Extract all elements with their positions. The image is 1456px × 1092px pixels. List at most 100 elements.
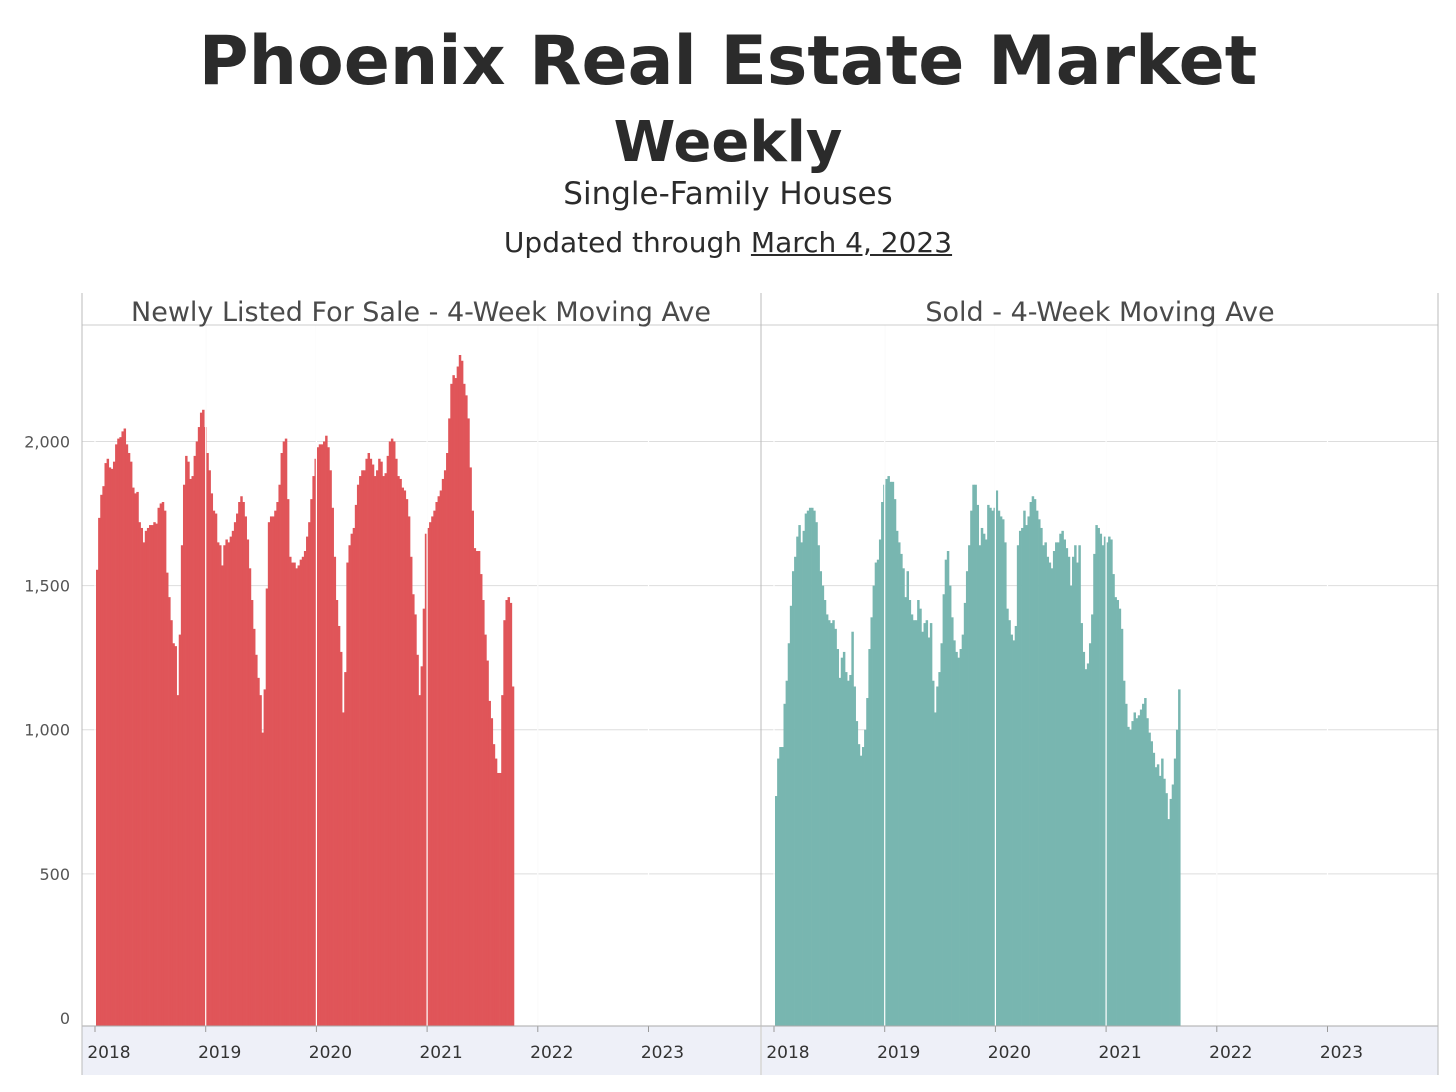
bar-sold	[1139, 709, 1143, 1026]
bar-sold	[1158, 775, 1162, 1026]
y-tick-label: 2,000	[24, 432, 70, 451]
bar-sold	[1120, 628, 1124, 1026]
bar-sold	[963, 602, 967, 1026]
bar-listed	[263, 689, 267, 1026]
bar-sold	[987, 504, 990, 1026]
bar-sold	[785, 680, 789, 1026]
bar-listed	[299, 559, 303, 1026]
x-tick-label: 2019	[877, 1043, 920, 1063]
bar-listed	[129, 461, 133, 1026]
bar-listed	[291, 562, 294, 1026]
bar-sold	[1171, 784, 1175, 1026]
chart-title: Phoenix Real Estate Market	[198, 22, 1258, 101]
bar-listed	[367, 453, 371, 1026]
bar-listed	[265, 588, 269, 1026]
bar-listed	[197, 427, 201, 1026]
bar-listed	[199, 412, 203, 1026]
bar-sold	[1074, 545, 1077, 1026]
bar-sold	[1050, 568, 1054, 1026]
bar-listed	[346, 562, 349, 1026]
bar-listed	[193, 455, 197, 1026]
bar-sold	[808, 507, 812, 1026]
bar-sold	[1025, 525, 1028, 1026]
bar-listed	[153, 522, 156, 1026]
bar-listed	[507, 597, 511, 1026]
bar-sold	[815, 522, 818, 1026]
bar-listed	[333, 556, 337, 1026]
bar-listed	[289, 556, 292, 1026]
bar-listed	[180, 545, 184, 1026]
bar-sold	[1152, 752, 1156, 1026]
bar-listed	[202, 409, 205, 1026]
bar-listed	[337, 625, 341, 1026]
bar-listed	[149, 525, 152, 1026]
bar-listed	[469, 467, 472, 1026]
bar-listed	[261, 732, 264, 1026]
bar-listed	[486, 660, 489, 1026]
bar-sold	[1057, 542, 1060, 1026]
bar-listed	[140, 527, 144, 1026]
bar-sold	[953, 640, 956, 1026]
x-tick-label: 2019	[198, 1043, 241, 1063]
bar-sold	[1133, 712, 1136, 1026]
y-tick-label: 500	[39, 865, 70, 884]
bar-sold	[842, 651, 846, 1026]
bar-sold	[1031, 496, 1035, 1026]
bar-listed	[295, 568, 298, 1026]
bar-listed	[227, 542, 230, 1026]
x-tick-label: 2023	[1320, 1043, 1363, 1063]
bar-listed	[424, 533, 428, 1026]
bar-sold	[1101, 545, 1105, 1026]
bar-listed	[212, 510, 216, 1026]
bar-listed	[174, 646, 177, 1026]
bar-listed	[361, 470, 364, 1026]
bar-listed	[312, 476, 315, 1026]
bar-sold	[1131, 721, 1134, 1026]
bar-listed	[403, 490, 407, 1027]
bar-listed	[382, 476, 385, 1026]
bar-listed	[316, 447, 320, 1026]
bar-sold	[915, 620, 918, 1026]
bar-listed	[297, 565, 301, 1026]
bar-sold	[1038, 519, 1041, 1026]
x-tick-label: 2018	[87, 1043, 130, 1063]
bar-sold	[861, 747, 865, 1026]
bar-sold	[811, 507, 814, 1026]
bar-sold	[1008, 620, 1011, 1026]
bar-listed	[435, 502, 438, 1026]
bar-listed	[110, 468, 114, 1026]
bar-sold	[1061, 530, 1064, 1026]
bar-sold	[775, 796, 778, 1026]
bar-sold	[999, 516, 1003, 1026]
bar-listed	[104, 463, 107, 1027]
bar-sold	[957, 657, 960, 1026]
bar-sold	[1097, 527, 1100, 1026]
bar-listed	[306, 536, 309, 1026]
bar-listed	[365, 458, 368, 1026]
bar-sold	[800, 542, 803, 1026]
bar-sold	[1099, 533, 1103, 1026]
bar-sold	[1103, 536, 1107, 1026]
bar-sold	[779, 747, 782, 1026]
bar-sold	[1167, 819, 1170, 1026]
bar-listed	[123, 428, 127, 1026]
bar-sold	[802, 530, 806, 1026]
bar-sold	[906, 571, 909, 1026]
bar-listed	[225, 539, 228, 1026]
bar-listed	[166, 572, 169, 1026]
bar-sold	[777, 758, 780, 1026]
bar-listed	[490, 718, 494, 1026]
bar-sold	[1063, 539, 1066, 1026]
bar-listed	[473, 548, 477, 1026]
bar-sold	[1148, 732, 1151, 1026]
bar-listed	[178, 634, 182, 1026]
bar-listed	[342, 712, 345, 1026]
bar-listed	[121, 431, 124, 1026]
bar-sold	[1118, 608, 1122, 1026]
bar-listed	[112, 461, 116, 1026]
bar-listed	[463, 383, 466, 1027]
bar-listed	[395, 458, 398, 1026]
bar-sold	[1142, 703, 1145, 1026]
bar-listed	[168, 597, 171, 1026]
updated-date-link[interactable]: March 4, 2023	[750, 226, 953, 259]
